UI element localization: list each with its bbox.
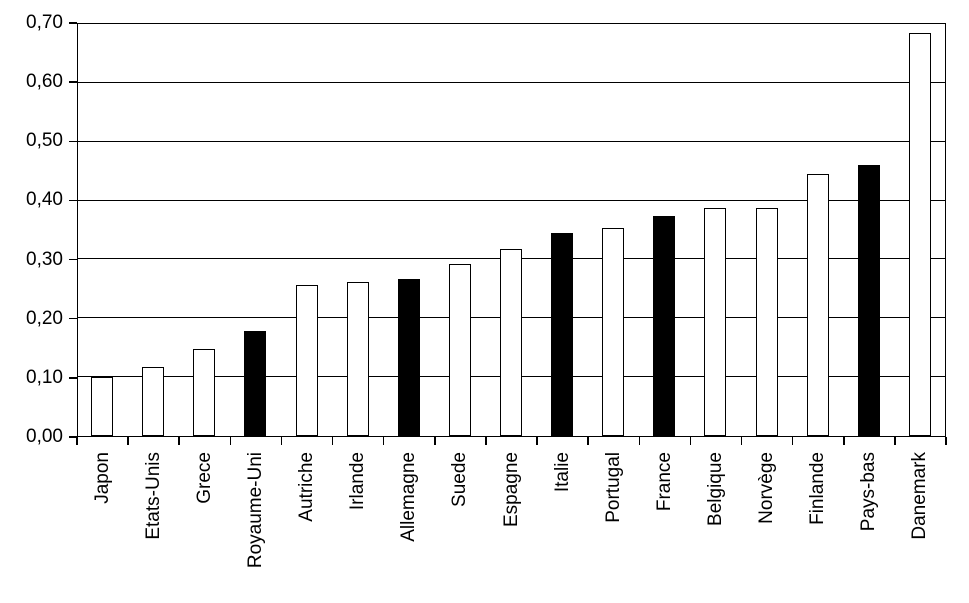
x-axis-tick <box>382 437 385 445</box>
x-axis-tick <box>280 437 283 445</box>
bar-danemark <box>908 32 931 436</box>
plot-area <box>77 23 946 437</box>
y-axis-tick <box>69 317 77 320</box>
x-axis-label-portugal: Portugal <box>602 452 624 523</box>
x-axis-label-suede: Suede <box>449 452 471 507</box>
x-axis-label-autriche: Autriche <box>296 452 318 522</box>
x-axis-label-finlande: Finlande <box>807 452 829 525</box>
bar-france <box>653 215 676 436</box>
bar-etats-unis <box>142 366 165 436</box>
x-axis-tick <box>229 437 232 445</box>
x-axis-label-japon: Japon <box>91 452 113 504</box>
x-axis-label-irlande: Irlande <box>347 452 369 511</box>
x-axis-tick <box>689 437 692 445</box>
x-axis-tick <box>76 437 78 445</box>
x-axis-label-etats-unis: Etats-Unis <box>142 452 164 540</box>
y-axis-tick <box>69 140 77 143</box>
x-axis-tick <box>945 437 947 445</box>
x-axis-label-grece: Grece <box>193 452 215 504</box>
y-axis-label: 0,20 <box>26 307 63 329</box>
bar-pays-bas <box>857 165 880 436</box>
bar-autriche <box>295 284 318 436</box>
x-axis-tick <box>740 437 743 445</box>
x-axis-label-allemagne: Allemagne <box>398 452 420 542</box>
y-axis-tick <box>69 199 77 202</box>
bar-suede <box>448 263 471 436</box>
x-axis-tick <box>843 437 845 445</box>
y-axis-label: 0,10 <box>26 366 63 388</box>
x-axis-label-espagne: Espagne <box>500 452 522 528</box>
y-axis-label: 0,60 <box>26 71 63 93</box>
bar-finlande <box>806 174 829 436</box>
bar-royaume-uni <box>244 331 267 436</box>
x-axis-label-pays-bas: Pays-bas <box>858 452 880 532</box>
bar-portugal <box>602 228 625 436</box>
x-axis-label-italie: Italie <box>551 452 573 493</box>
x-axis-tick <box>434 437 436 445</box>
y-axis-tick <box>69 258 77 261</box>
x-axis-tick <box>587 437 589 445</box>
x-axis-tick <box>894 437 896 445</box>
bar-allemagne <box>397 279 420 436</box>
y-axis-tick <box>69 436 77 438</box>
x-axis-tick <box>536 437 538 445</box>
bar-espagne <box>500 249 522 436</box>
y-axis-tick <box>69 377 77 379</box>
x-axis-label-danemark: Danemark <box>909 452 931 540</box>
y-axis-label: 0,50 <box>26 130 63 152</box>
bar-japon <box>91 376 114 436</box>
x-axis-tick <box>127 437 129 445</box>
x-axis-tick <box>485 437 487 445</box>
y-axis-tick <box>69 22 77 24</box>
gridline <box>78 81 945 83</box>
x-axis-tick <box>178 437 180 445</box>
bar-norvege <box>755 208 778 436</box>
x-axis-tick <box>791 437 794 445</box>
x-axis-label-royaume-uni: Royaume-Uni <box>244 452 266 569</box>
x-axis-label-belgique: Belgique <box>704 452 726 526</box>
bar-italie <box>551 232 574 436</box>
bar-belgique <box>704 208 727 436</box>
y-axis-label: 0,40 <box>26 189 63 211</box>
y-axis-label: 0,70 <box>26 12 63 33</box>
gridline <box>78 199 945 201</box>
y-axis-label: 0,00 <box>26 426 63 447</box>
y-axis-tick <box>69 81 77 83</box>
x-axis-tick <box>638 437 641 445</box>
bar-grece <box>193 348 216 436</box>
x-axis-tick <box>331 437 334 445</box>
x-axis-label-france: France <box>653 452 675 512</box>
gridline <box>78 140 945 142</box>
x-axis-label-norvege: Norvège <box>756 452 778 524</box>
y-axis-label: 0,30 <box>26 248 63 270</box>
bar-irlande <box>346 281 369 436</box>
